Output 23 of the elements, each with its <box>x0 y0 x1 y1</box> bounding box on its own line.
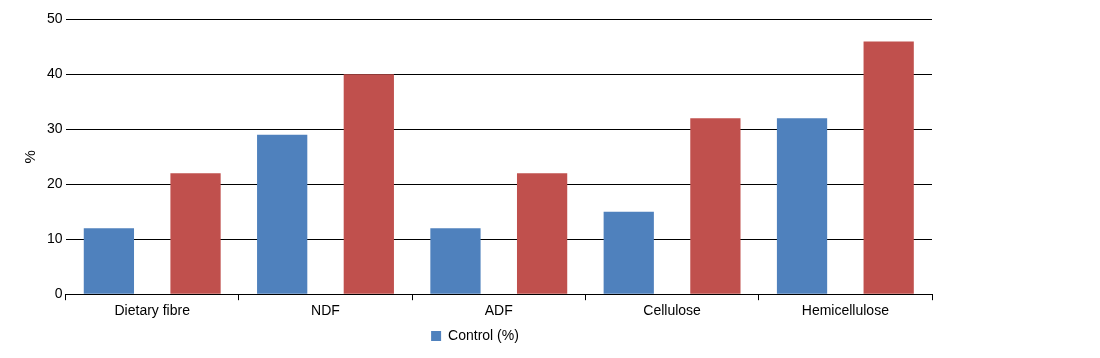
x-tick-label: NDF <box>311 302 340 319</box>
y-tick-label: 30 <box>46 120 63 137</box>
y-tick-label: 40 <box>46 65 63 82</box>
bar <box>430 228 481 294</box>
y-tick-label: 0 <box>54 285 63 302</box>
bar <box>83 228 135 294</box>
y-tick-label: 50 <box>46 10 63 27</box>
y-axis-title: % <box>21 150 39 164</box>
bar <box>170 173 221 294</box>
x-tick-label: Hemicellulose <box>801 302 890 319</box>
legend-label: Control (%) <box>448 326 519 343</box>
bar <box>257 134 308 294</box>
x-tick-label: Dietary fibre <box>114 302 191 319</box>
bar <box>863 41 914 294</box>
x-tick-label: Cellulose <box>643 302 702 319</box>
bar <box>343 74 394 294</box>
y-tick-label: 20 <box>46 175 63 192</box>
bar <box>603 211 654 294</box>
y-tick-label: 10 <box>46 230 63 247</box>
bar <box>516 173 568 294</box>
bar <box>776 118 828 294</box>
bar <box>690 118 741 294</box>
x-tick-label: ADF <box>484 302 513 319</box>
